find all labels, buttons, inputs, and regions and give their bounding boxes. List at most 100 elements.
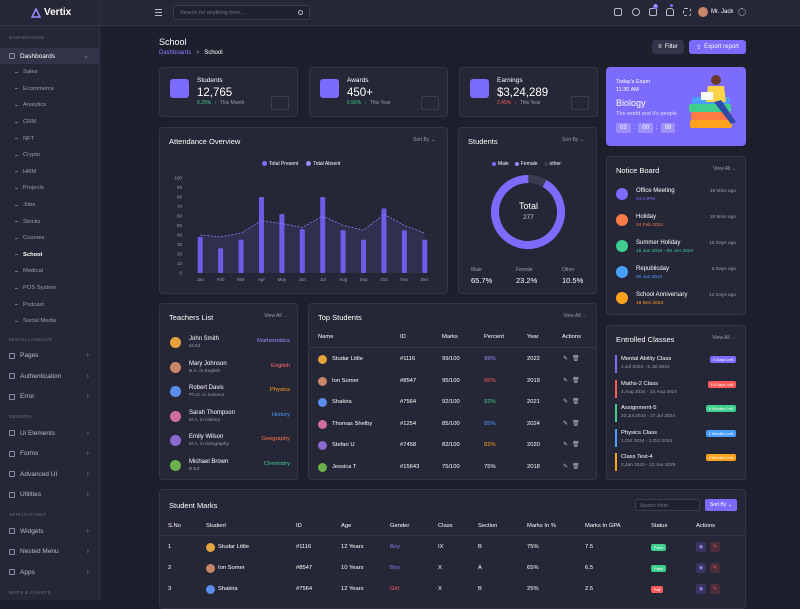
edit-icon[interactable]: ✎ <box>710 584 720 594</box>
sidebar-item-analytics[interactable]: Analytics <box>0 97 99 114</box>
sidebar-item-pos-system[interactable]: POS System <box>0 280 99 297</box>
top-students-view-all[interactable]: View All → <box>563 313 587 319</box>
fullscreen-icon[interactable] <box>683 8 691 16</box>
sidebar-item-ui-elements[interactable]: Ui Elements› <box>0 423 99 444</box>
menu-toggle-icon[interactable] <box>155 9 162 18</box>
sidebar-item-crm[interactable]: CRM <box>0 114 99 131</box>
trash-icon[interactable]: 🗑 <box>572 441 580 448</box>
teachers-view-all[interactable]: View All → <box>264 313 288 319</box>
view-icon[interactable]: ◉ <box>696 584 706 594</box>
sidebar-item-apps[interactable]: Apps› <box>0 562 99 583</box>
edit-icon[interactable]: ✎ <box>563 441 568 448</box>
sidebar-item-courses[interactable]: Courses <box>0 230 99 247</box>
teacher-name: Michael Brown <box>189 459 228 465</box>
view-icon[interactable]: ◉ <box>696 563 706 573</box>
search-input[interactable]: Search for anything here... <box>173 5 310 20</box>
breadcrumb-dashboards[interactable]: Dashboards <box>159 50 191 56</box>
donut-center-label: Total <box>459 201 598 211</box>
export-report-button[interactable]: ⇪Export report <box>689 40 746 54</box>
cell-sec: B <box>478 586 482 592</box>
cart-icon[interactable] <box>649 8 657 16</box>
edit-icon[interactable]: ✎ <box>710 563 720 573</box>
sidebar-item-utilities[interactable]: Utilities› <box>0 485 99 506</box>
classes-view-all[interactable]: View All → <box>712 335 736 341</box>
language-icon[interactable] <box>614 8 622 16</box>
notice-view-all[interactable]: View All ⌄ <box>713 166 736 172</box>
sidebar-item-social-media[interactable]: Social Media <box>0 313 99 330</box>
sidebar-item-crypto[interactable]: Crypto <box>0 147 99 164</box>
gear-icon[interactable] <box>738 8 746 16</box>
edit-icon[interactable]: ✎ <box>563 398 568 405</box>
edit-icon[interactable]: ✎ <box>563 463 568 470</box>
bell-icon[interactable] <box>666 8 674 16</box>
exam-title: Today's Exam <box>616 79 650 85</box>
trash-icon[interactable]: 🗑 <box>572 355 580 362</box>
sidebar-item-authentication[interactable]: Authentication› <box>0 366 99 387</box>
app-logo[interactable]: Vertix <box>0 0 99 26</box>
trash-icon[interactable]: 🗑 <box>572 377 580 384</box>
trash-icon[interactable]: 🗑 <box>572 398 580 405</box>
filter-button[interactable]: ≡Filter <box>652 40 684 54</box>
sidebar-item-widgets[interactable]: Widgets› <box>0 521 99 542</box>
search-icon[interactable] <box>298 10 303 15</box>
sidebar-item-ecommerce[interactable]: Ecommerce <box>0 81 99 98</box>
marks-sort-button[interactable]: Sort By ⌄ <box>705 499 737 511</box>
sidebar-item-podcast[interactable]: Podcast <box>0 296 99 313</box>
sidebar-item-projects[interactable]: Projects <box>0 180 99 197</box>
sidebar-item-nested-menu[interactable]: Nested Menu› <box>0 542 99 563</box>
sidebar-item-jobs[interactable]: Jobs <box>0 197 99 214</box>
sidebar-item-stocks[interactable]: Stocks <box>0 213 99 230</box>
countdown-hours: 02 <box>616 123 631 133</box>
edit-icon[interactable]: ✎ <box>563 355 568 362</box>
sidebar-item-error[interactable]: Error› <box>0 387 99 408</box>
view-icon[interactable]: ◉ <box>696 542 706 552</box>
sidebar-item-pages[interactable]: Pages› <box>0 346 99 367</box>
sidebar-item-dashboards[interactable]: Dashboards⌄ <box>0 48 99 64</box>
sidebar-item-sales[interactable]: Sales <box>0 64 99 81</box>
donut-stat-label: Other <box>562 267 575 273</box>
sidebar-item-medical[interactable]: Medical <box>0 263 99 280</box>
sidebar-item-hrm[interactable]: HRM <box>0 164 99 181</box>
marks-search-input[interactable]: Search Here <box>635 499 700 511</box>
sidebar-item-nft[interactable]: NFT <box>0 130 99 147</box>
edit-icon[interactable]: ✎ <box>563 377 568 384</box>
edit-icon[interactable]: ✎ <box>563 420 568 427</box>
trash-icon[interactable]: 🗑 <box>572 463 580 470</box>
trash-icon[interactable]: 🗑 <box>572 420 580 427</box>
sidebar-item-forms[interactable]: Forms› <box>0 444 99 465</box>
edit-icon[interactable]: ✎ <box>710 542 720 552</box>
column-header: Percent <box>484 334 504 340</box>
notice-date: 24 Feb 2024 <box>636 223 663 228</box>
sidebar-item-advanced-ui[interactable]: Advanced UI› <box>0 464 99 485</box>
sidebar-item-school[interactable]: School <box>0 247 99 264</box>
user-name[interactable]: Mr. Jack <box>711 9 733 15</box>
user-icon <box>170 79 189 98</box>
theme-toggle-icon[interactable] <box>632 8 640 16</box>
avatar[interactable] <box>698 7 708 17</box>
